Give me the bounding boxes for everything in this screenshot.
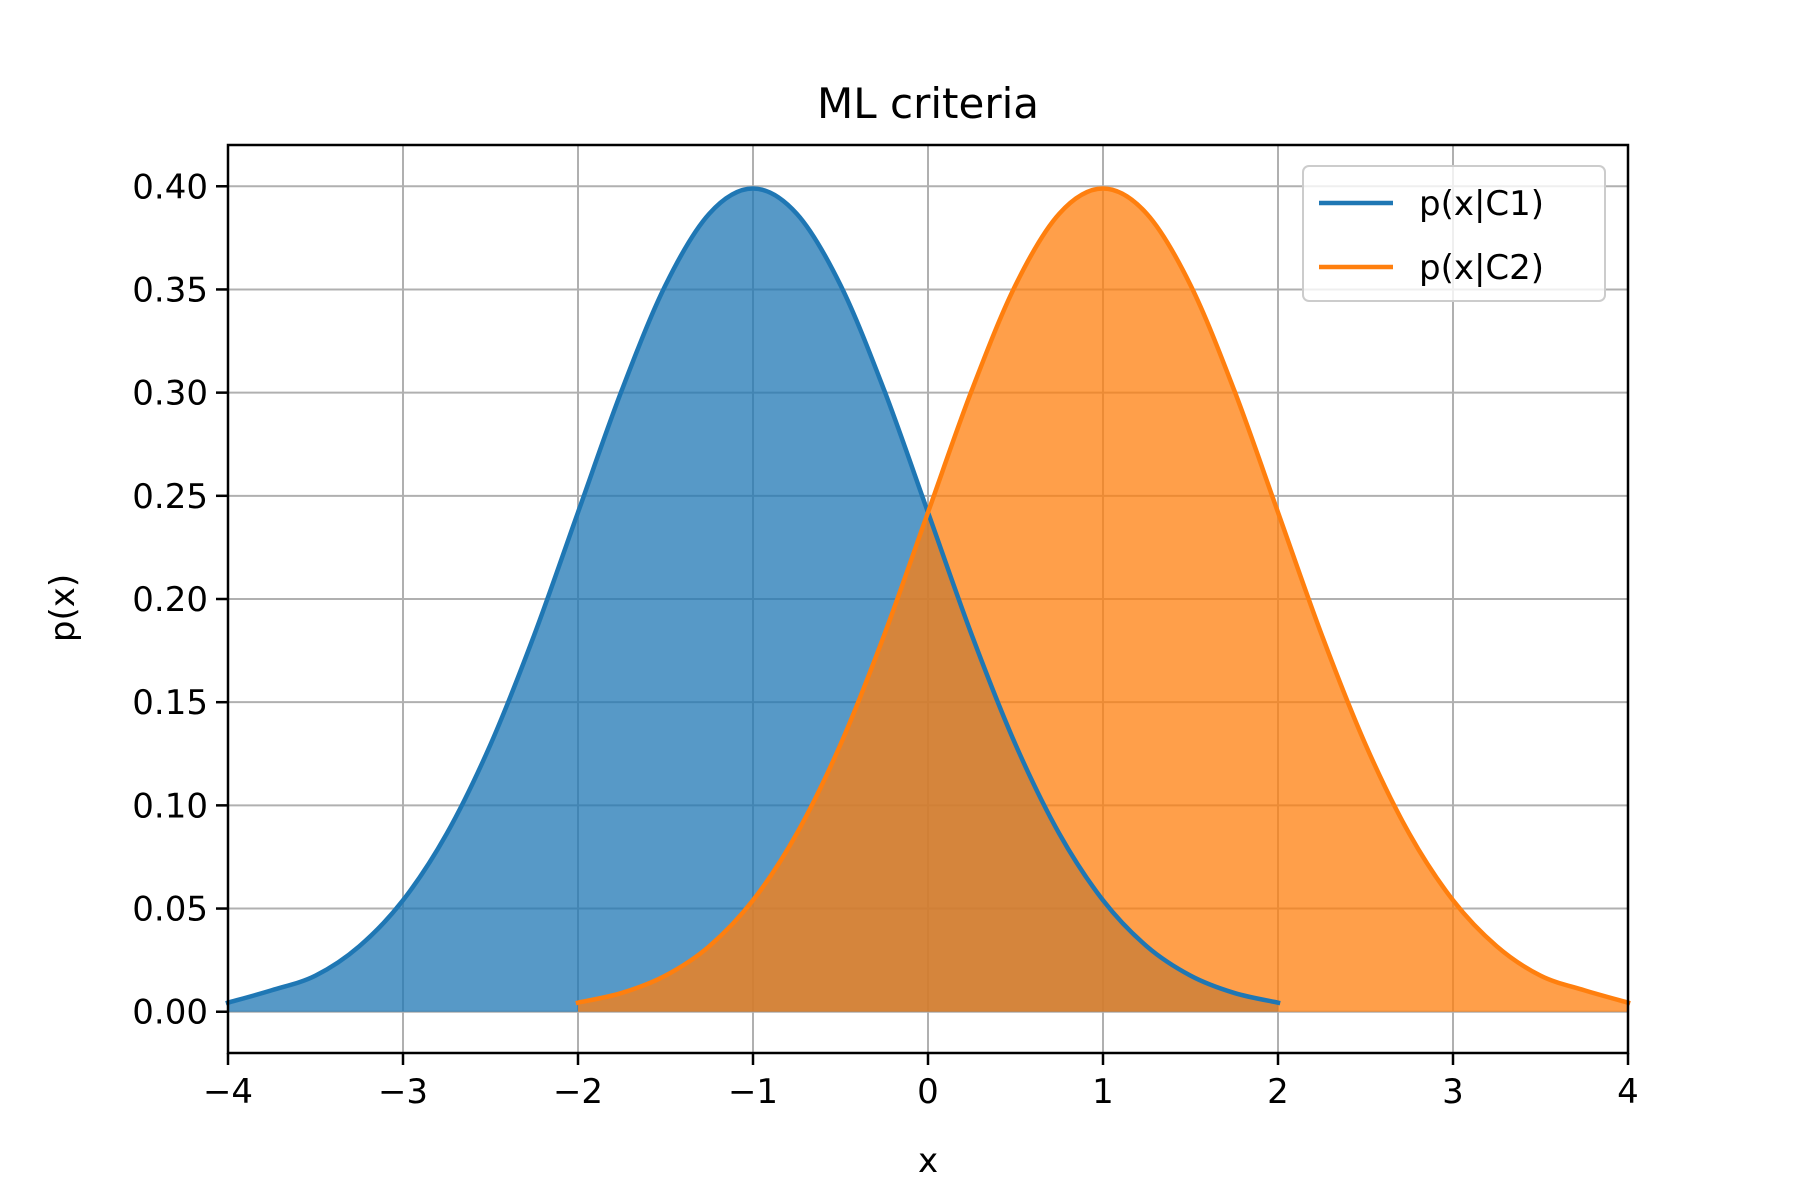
x-tick-label: 4 — [1617, 1072, 1639, 1112]
y-tick-label: 0.15 — [132, 683, 208, 723]
plot-area: −4 −3 −2 −1 0 1 2 3 4 0.00 0.05 0.10 0.15 0.20 0.25 0.3… — [132, 143, 1639, 1112]
y-tick-label: 0.30 — [132, 374, 208, 414]
legend-label-2: p(x|C2) — [1419, 248, 1544, 288]
y-tick-label: 0.00 — [132, 993, 208, 1033]
x-tick-label: 0 — [917, 1072, 939, 1112]
x-tick-label: −3 — [378, 1072, 428, 1112]
y-tick-label: 0.10 — [132, 786, 208, 826]
x-tick-label: 3 — [1442, 1072, 1464, 1112]
x-tick-label: −1 — [728, 1072, 778, 1112]
series-2-line — [575, 186, 1631, 1006]
x-tick-label: −4 — [203, 1072, 253, 1112]
series-1-line — [225, 186, 1281, 1006]
x-axis-title: x — [918, 1141, 938, 1181]
y-tick-label: 0.35 — [132, 270, 208, 310]
series-2-area — [578, 188, 1628, 1012]
y-tick-label: 0.05 — [132, 890, 208, 930]
x-tick-label: 2 — [1267, 1072, 1289, 1112]
y-tick-label: 0.25 — [132, 477, 208, 517]
legend-label-1: p(x|C1) — [1419, 184, 1544, 224]
y-axis-title: p(x) — [43, 574, 83, 642]
x-tick-label: 1 — [1092, 1072, 1114, 1112]
chart-title: ML criteria — [817, 79, 1039, 128]
x-tick-label: −2 — [553, 1072, 603, 1112]
y-tick-label: 0.40 — [132, 167, 208, 207]
y-tick-label: 0.20 — [132, 580, 208, 620]
